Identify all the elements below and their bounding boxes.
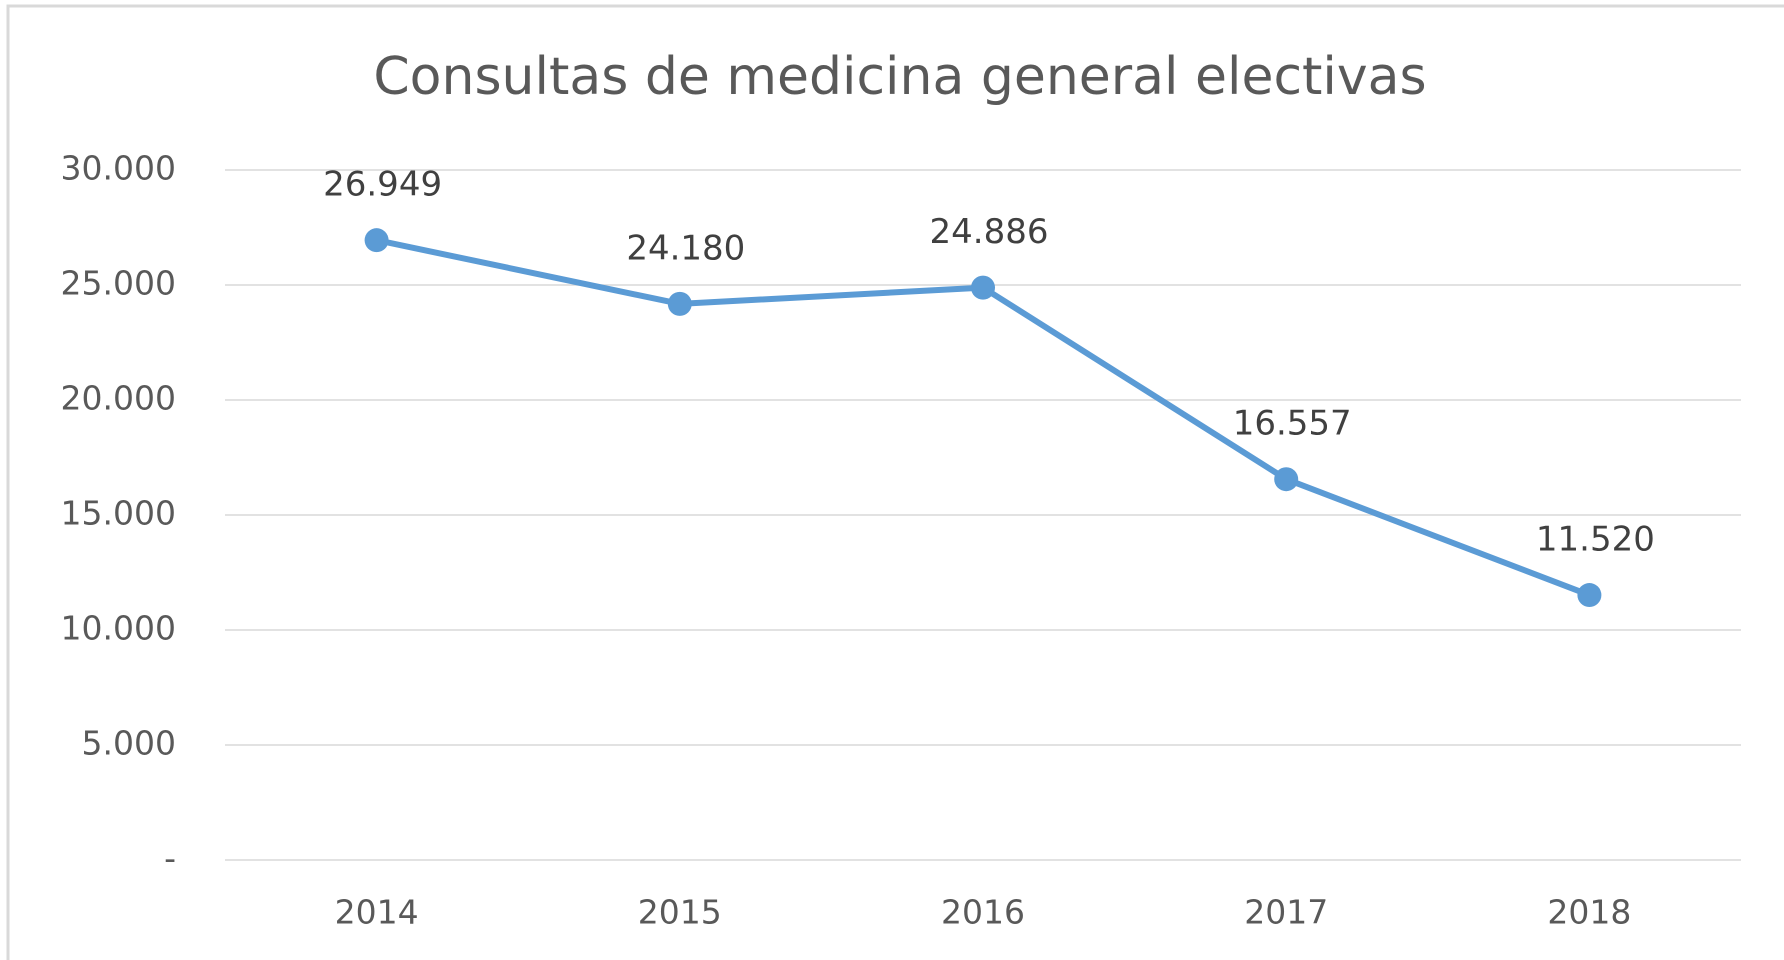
y-tick-label: 5.000 xyxy=(82,724,176,763)
data-label: 26.949 xyxy=(323,165,442,205)
marker xyxy=(1577,583,1602,608)
y-tick-label: - xyxy=(164,839,176,878)
x-tick-label: 2014 xyxy=(335,893,419,932)
data-label: 24.180 xyxy=(626,228,745,268)
marker xyxy=(971,275,995,300)
y-tick-label: 20.000 xyxy=(61,379,176,418)
x-tick-label: 2017 xyxy=(1244,893,1328,932)
y-tick-label: 30.000 xyxy=(61,149,176,188)
data-label: 11.520 xyxy=(1536,520,1655,560)
chart-title: Consultas de medicina general electivas xyxy=(373,47,1426,107)
data-label: 24.886 xyxy=(930,212,1049,252)
y-tick-label: 10.000 xyxy=(61,609,176,648)
y-tick-label: 25.000 xyxy=(61,264,176,303)
marker xyxy=(364,228,389,253)
data-label: 16.557 xyxy=(1233,404,1352,444)
marker xyxy=(1274,467,1299,492)
marker xyxy=(667,291,692,316)
chart-frame xyxy=(6,4,1784,960)
y-tick-label: 15.000 xyxy=(61,494,176,533)
x-tick-label: 2016 xyxy=(941,893,1025,932)
x-tick-label: 2015 xyxy=(638,893,722,932)
x-tick-label: 2018 xyxy=(1547,893,1631,932)
